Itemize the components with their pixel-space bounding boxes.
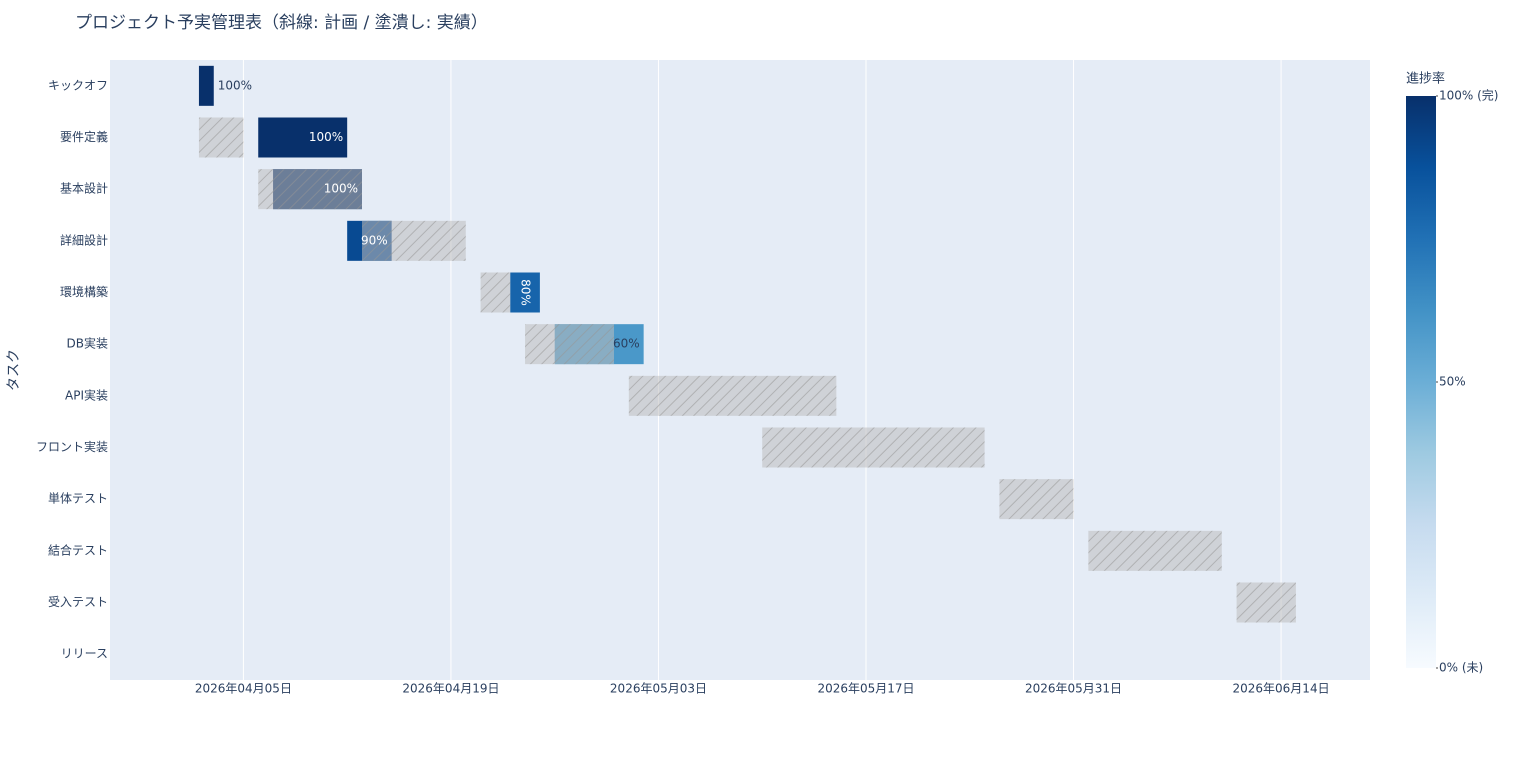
colorbar-title: 進捗率: [1406, 71, 1445, 87]
x-tick-label: 2026年05月03日: [610, 682, 707, 696]
y-tick-label: 単体テスト: [48, 492, 108, 506]
planned-bar: [762, 427, 985, 468]
x-tick-label: 2026年05月31日: [1025, 682, 1122, 696]
y-tick-label: フロント実装: [36, 439, 108, 454]
planned-bar: [480, 272, 511, 313]
y-tick-label: 要件定義: [60, 129, 108, 144]
y-tick-label: DB実装: [67, 336, 108, 351]
actual-bar: [258, 117, 348, 158]
colorbar-tick-label: 100% (完): [1439, 88, 1499, 103]
plot-area: [110, 60, 1370, 680]
x-tick-label: 2026年05月17日: [817, 682, 914, 696]
y-tick-label: リリース: [61, 647, 108, 661]
y-tick-label: API実装: [65, 387, 108, 402]
actual-bar: [510, 272, 540, 313]
x-tick-label: 2026年04月19日: [402, 682, 499, 696]
y-tick-label: キックオフ: [48, 78, 108, 92]
chart-title: プロジェクト予実管理表（斜線: 計画 / 塗潰し: 実績）: [75, 12, 488, 33]
value-label: 90%: [361, 233, 388, 247]
planned-bar: [1088, 530, 1222, 571]
colorbar-tick-label: 0% (未): [1439, 661, 1483, 675]
y-tick-label: 環境構築: [60, 284, 108, 299]
y-tick-label: 基本設計: [60, 181, 108, 196]
planned-bar: [525, 324, 614, 365]
planned-bar: [999, 479, 1074, 520]
value-label: 100%: [324, 182, 358, 196]
value-label: 100%: [309, 130, 343, 144]
colorbar: [1406, 96, 1436, 668]
x-tick-label: 2026年06月14日: [1233, 682, 1330, 696]
planned-bar: [362, 220, 466, 261]
colorbar-tick-label: 50%: [1439, 375, 1466, 389]
x-tick-label: 2026年04月05日: [195, 682, 292, 696]
value-label: 80%: [519, 279, 533, 306]
value-label: 100%: [218, 78, 252, 92]
y-tick-label: 詳細設計: [60, 232, 108, 247]
actual-bar: [198, 65, 214, 106]
planned-bar: [628, 375, 837, 416]
planned-bar: [1236, 582, 1296, 623]
y-tick-label: 結合テスト: [48, 542, 108, 557]
planned-bar: [258, 169, 362, 210]
y-tick-label: 受入テスト: [48, 595, 108, 609]
planned-bar: [198, 117, 244, 158]
y-axis-title: タスク: [6, 349, 22, 391]
value-label: 60%: [613, 337, 640, 351]
